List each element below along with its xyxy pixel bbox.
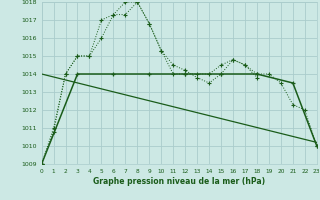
X-axis label: Graphe pression niveau de la mer (hPa): Graphe pression niveau de la mer (hPa) <box>93 177 265 186</box>
